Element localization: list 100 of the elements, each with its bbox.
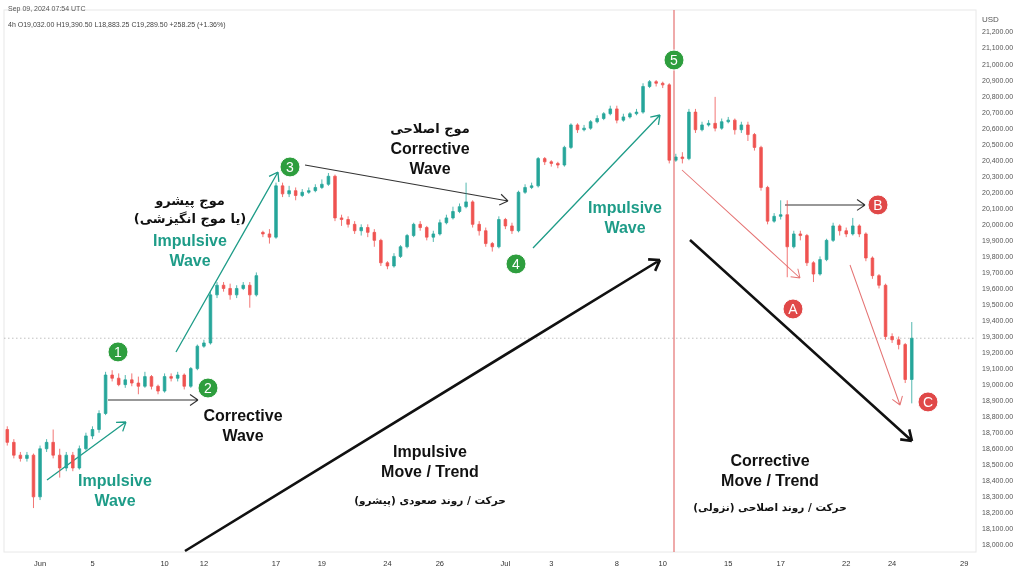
candlestick (680, 151, 685, 164)
candlestick (628, 111, 632, 119)
candlestick (713, 96, 717, 132)
candlestick (477, 220, 481, 236)
candlestick (293, 187, 298, 201)
candlestick (444, 214, 449, 225)
candlestick (71, 451, 75, 472)
candlestick (392, 252, 396, 269)
candlestick (798, 230, 803, 241)
candlestick (143, 371, 147, 389)
candlestick (346, 215, 350, 228)
annotation: 1 (114, 343, 123, 360)
candlestick (38, 445, 42, 501)
candlestick (431, 230, 436, 243)
candlestick (896, 336, 901, 350)
candlestick (824, 238, 829, 262)
candlestick (805, 233, 809, 267)
candlestick (175, 371, 180, 382)
candlestick (575, 122, 580, 134)
candlestick (425, 225, 429, 241)
candlestick (746, 121, 750, 142)
candlestick (156, 384, 160, 395)
candlestick (484, 227, 488, 248)
candlestick (719, 118, 724, 131)
candlestick (556, 161, 560, 169)
candlestick (418, 220, 422, 232)
candlestick (667, 82, 671, 164)
annotation: Corrective Move / Trend (721, 451, 819, 490)
candlestick (313, 183, 318, 193)
candlestick (562, 145, 567, 168)
candlestick (12, 438, 16, 459)
candlestick (320, 179, 324, 190)
candlestick (234, 284, 239, 299)
annotation: Impulsive Wave (78, 471, 152, 510)
candlestick (529, 182, 534, 190)
candlestick (851, 217, 855, 236)
candlestick (366, 223, 370, 238)
candlestick (693, 108, 698, 134)
candlestick (5, 425, 9, 446)
candlestick (752, 132, 757, 151)
candlestick (97, 409, 101, 434)
candlestick (700, 121, 704, 132)
candlestick (536, 156, 540, 188)
candlestick (451, 206, 455, 220)
candlestick (84, 432, 88, 451)
annotation: B (873, 196, 883, 213)
candlestick (490, 241, 494, 252)
candlestick (470, 199, 475, 228)
candlestick (910, 321, 914, 404)
candlestick (497, 215, 501, 249)
annotation: Impulsive Move / Trend (381, 442, 479, 481)
candlestick (280, 182, 285, 198)
candlestick (726, 116, 730, 124)
candlestick (765, 185, 770, 225)
candlestick (169, 373, 173, 382)
annotation: موج اصلاحی (390, 120, 470, 137)
candlestick (687, 108, 691, 161)
candlestick (123, 374, 127, 389)
candlestick (621, 113, 626, 123)
candlestick (51, 429, 55, 459)
candlestick (864, 231, 868, 262)
candlestick (792, 230, 796, 249)
candlestick (261, 230, 265, 238)
candlestick (228, 283, 232, 301)
candlestick (818, 255, 822, 277)
candlestick (182, 373, 186, 390)
candlestick (333, 174, 337, 222)
candlestick (326, 172, 331, 187)
candlestick (44, 438, 49, 453)
candlestick (654, 79, 658, 87)
candlestick (117, 373, 121, 387)
candlestick (785, 199, 789, 278)
candlestick (837, 223, 842, 236)
candlestick (543, 156, 547, 166)
annotation: Corrective Wave (203, 406, 283, 445)
candlestick (661, 81, 665, 89)
annotation: حرکت / روند اصلاحی (نزولی) (693, 500, 847, 514)
annotation: 3 (286, 158, 295, 175)
y-axis-title: USD (982, 15, 1000, 24)
candlestick (221, 281, 226, 293)
candlestick (503, 217, 508, 230)
candlestick (903, 342, 907, 384)
candlestick (883, 283, 888, 341)
candlestick (189, 366, 193, 389)
annotation: حرکت / روند صعودی (پیشرو) (354, 493, 506, 507)
candlestick (130, 373, 134, 387)
candlestick (18, 451, 23, 462)
candlestick (90, 425, 95, 440)
candlestick (405, 233, 409, 249)
candlestick (411, 222, 416, 238)
candlestick (877, 273, 881, 289)
candlestick (890, 332, 894, 344)
candlestick (510, 222, 514, 235)
candlestick (778, 199, 783, 220)
annotation: C (922, 393, 934, 410)
candlestick (582, 124, 586, 132)
candlestick (706, 119, 711, 127)
annotation: 2 (204, 380, 213, 397)
annotation: A (788, 300, 799, 317)
candlestick (569, 122, 573, 150)
